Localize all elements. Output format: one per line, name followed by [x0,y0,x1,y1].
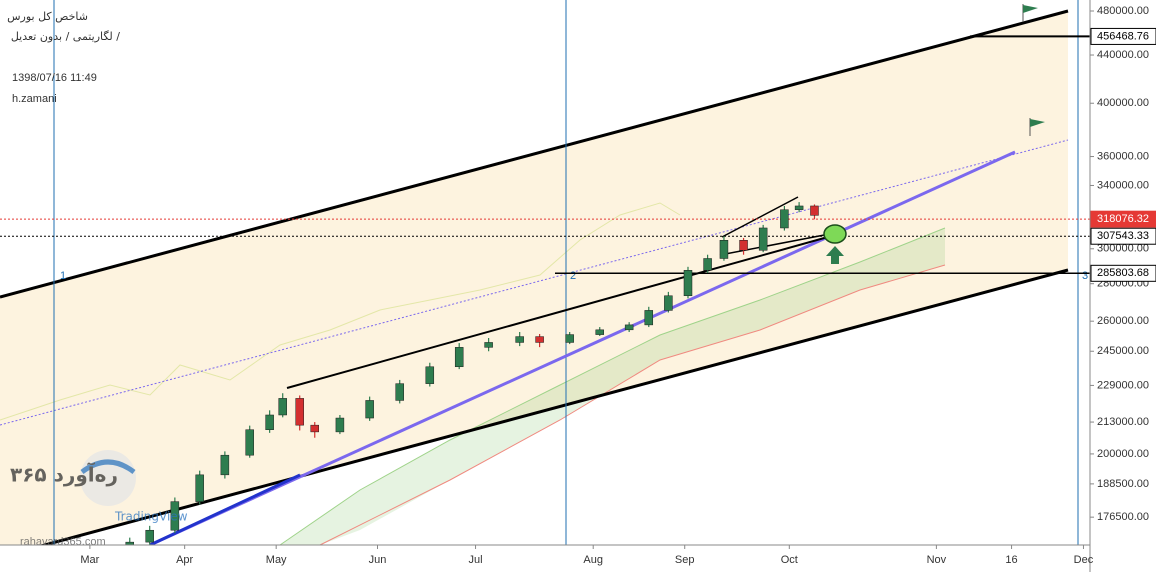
y-tick-label: 440000.00 [1097,49,1149,61]
cloud-edge [279,227,946,546]
candle-body [395,383,404,401]
candle-body [535,336,544,343]
candle-body [719,240,729,259]
y-tick-label: 400000.00 [1097,97,1149,109]
x-tick-label: Oct [781,554,798,566]
price-label-box [1090,27,1156,45]
y-tick-label: 229000.00 [1097,379,1149,391]
x-tick-label: Apr [176,554,193,566]
candle-body [595,329,604,335]
author: h.zamani [12,93,57,105]
candle-body [310,424,319,433]
candle-body [644,310,654,326]
trendline [149,473,301,547]
price-label: 318076.32 [1097,213,1149,225]
lagging-line [0,202,681,421]
y-tick-label: 260000.00 [1097,315,1149,327]
price-label-box [1090,210,1156,228]
channel-mid [0,139,1069,426]
price-label: 285803.68 [1097,267,1149,279]
y-tick-label: 188500.00 [1097,478,1149,490]
candle-body [265,414,274,430]
candle-body [780,209,789,229]
price-label: 456468.76 [1097,30,1149,42]
candle-body [295,398,304,426]
candle-body [170,501,180,531]
y-tick-label: 213000.00 [1097,416,1149,428]
candle-body [145,529,154,543]
candle-body [703,258,712,271]
x-tick-label: 16 [1005,554,1017,566]
subtitle: لگاریتمی / بدون تعدیل / [11,30,120,43]
candle-body [515,336,524,343]
y-tick-label: 245000.00 [1097,345,1149,357]
price-label: 307543.33 [1097,230,1149,242]
x-tick-label: Nov [927,554,947,566]
candle-body [758,227,768,251]
x-tick-label: May [266,554,287,566]
x-tick-label: Jul [469,554,483,566]
watermark-platform: TradingView [114,510,188,524]
candle-body [484,342,493,348]
y-tick-label: 200000.00 [1097,448,1149,460]
candle-body [425,366,435,384]
price-label-box [1090,227,1156,245]
channel-upper [0,9,1069,299]
trendline [286,234,836,389]
x-tick-label: Dec [1074,554,1094,566]
timestamp: 1398/07/16 11:49 [12,72,97,84]
candle-body [195,474,204,502]
watermark-logo [80,459,136,475]
cloud [280,228,945,545]
y-tick-label: 480000.00 [1097,5,1149,17]
candle-body [278,398,287,416]
candle-body [810,205,819,216]
candle-body [683,270,693,297]
marker-label: 1 [60,270,66,282]
trendline [721,196,799,238]
flag [1029,118,1045,136]
trendline [149,150,1016,547]
x-tick-label: Jun [369,554,387,566]
price-label-box [1090,264,1156,282]
candle-body [220,454,230,476]
x-axis-panel [0,545,1090,572]
candle-body [365,400,374,419]
candle-body [245,429,254,456]
title: شاخص کل بورس [7,10,88,23]
y-axis-panel [1090,0,1156,572]
channel-fill [0,11,1068,557]
candle-body [664,295,673,311]
y-tick-label: 300000.00 [1097,243,1149,255]
watermark-brand: ره‌آورد ۳۶۵ [10,462,118,487]
y-tick-label: 360000.00 [1097,150,1149,162]
cloud-edge [319,264,946,546]
flag [1022,4,1038,22]
marker-label: 3 [1082,270,1088,282]
marker-label: 2 [570,270,576,282]
candle-body [624,324,634,331]
x-tick-label: Aug [583,554,603,566]
up-arrow [826,246,844,264]
candle-body [739,240,748,251]
candle-body [565,334,574,343]
target-circle [823,224,847,244]
candle-body [794,205,804,210]
y-tick-label: 176500.00 [1097,511,1149,523]
candle-body [454,347,464,368]
candle-body [335,417,345,433]
x-tick-label: Sep [675,554,695,566]
x-tick-label: Mar [80,554,99,566]
y-tick-label: 340000.00 [1097,179,1149,191]
